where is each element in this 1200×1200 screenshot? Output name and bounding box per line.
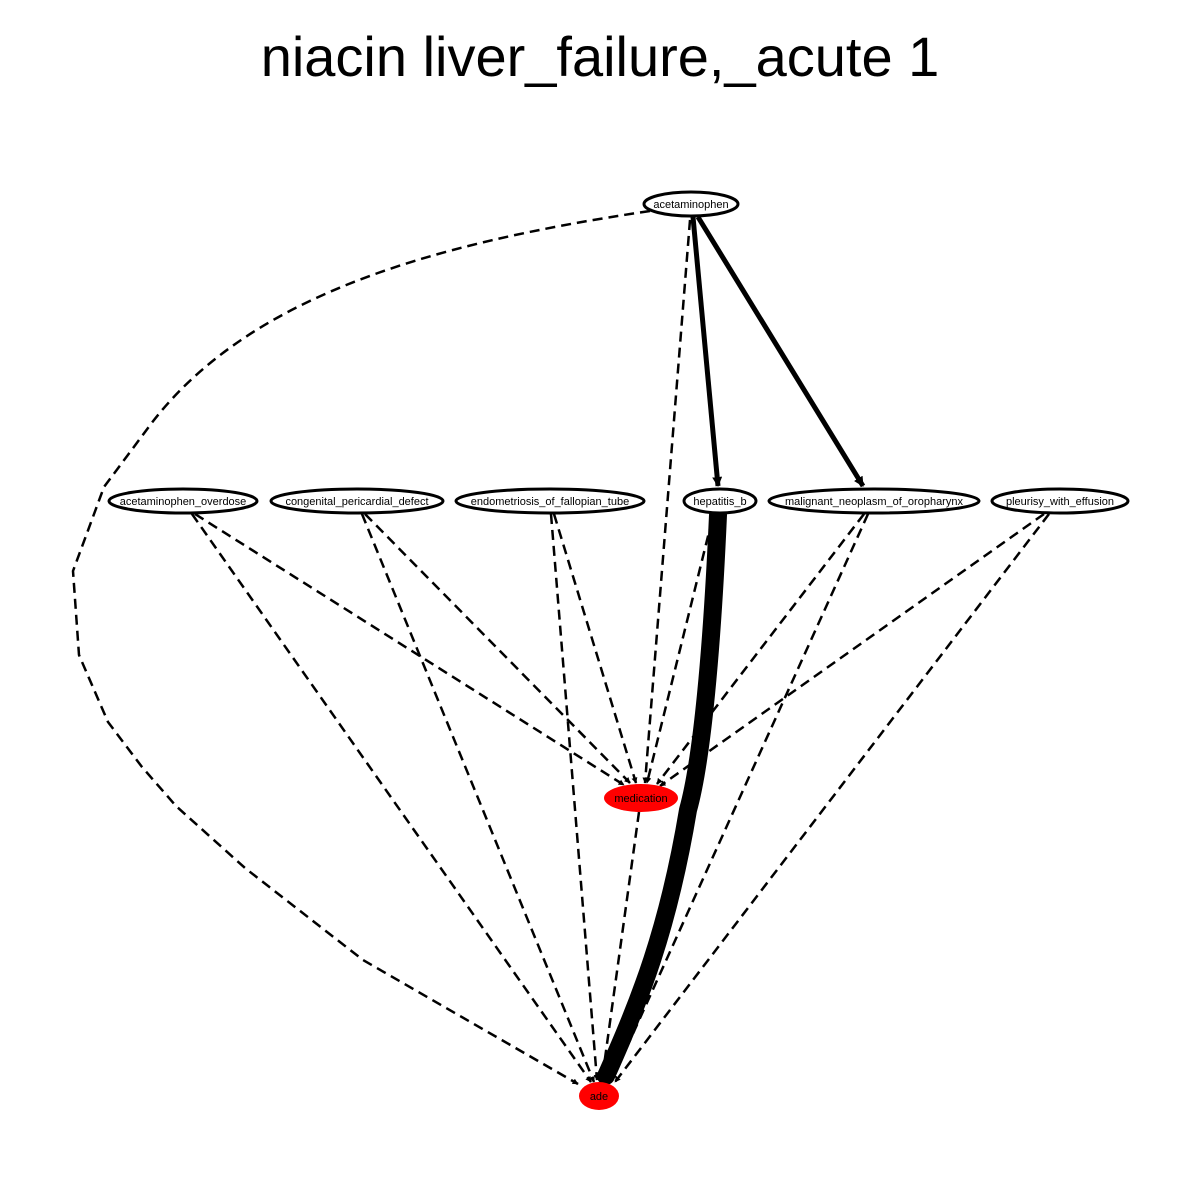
node-medication[interactable]: medication (604, 784, 678, 812)
edge-hepatitis_b-ade (597, 506, 727, 1085)
edge-acetaminophen-malignant (695, 215, 866, 488)
edges-layer (71, 209, 1050, 1086)
node-label: medication (614, 793, 667, 805)
node-endometriosis_of_fallopian_tube[interactable]: endometriosis_of_fallopian_tube (454, 487, 646, 515)
edge-hepatitis_b-medication (645, 519, 714, 784)
node-acetaminophen[interactable]: acetaminophen (642, 190, 740, 218)
edge-acetaminophen-hepatitis_b (690, 216, 723, 487)
edge-acetaminophen-ade (71, 209, 651, 1086)
edge-endometriosis-medication (552, 513, 638, 784)
node-acetaminophen_overdose[interactable]: acetaminophen_overdose (107, 487, 259, 515)
edge-overdose-medication (194, 512, 625, 787)
node-label: endometriosis_of_fallopian_tube (471, 496, 629, 508)
node-label: pleurisy_with_effusion (1006, 496, 1114, 508)
nodes-layer: acetaminophen acetaminophen_overdose con… (107, 190, 1130, 1110)
node-label: hepatitis_b (693, 496, 746, 508)
edge-overdose-ade (190, 513, 593, 1083)
edge-medication-ade (599, 811, 641, 1081)
node-label: malignant_neoplasm_of_oropharynx (785, 496, 963, 508)
edge-congenital-medication (364, 513, 631, 784)
node-label: acetaminophen (653, 199, 728, 211)
edge-pleurisy-ade (614, 513, 1050, 1083)
node-label: ade (590, 1091, 608, 1103)
edge-congenital-ade (360, 513, 596, 1083)
edge-malignant-medication (656, 513, 865, 785)
node-congenital_pericardial_defect[interactable]: congenital_pericardial_defect (269, 487, 445, 515)
node-malignant_neoplasm_of_oropharynx[interactable]: malignant_neoplasm_of_oropharynx (767, 487, 981, 515)
edge-endometriosis-ade (549, 513, 600, 1081)
edge-pleurisy-medication (659, 512, 1045, 788)
node-ade[interactable]: ade (579, 1082, 619, 1110)
edge-acetaminophen-medication (642, 219, 692, 784)
node-pleurisy_with_effusion[interactable]: pleurisy_with_effusion (990, 487, 1130, 515)
node-hepatitis_b[interactable]: hepatitis_b (682, 487, 758, 515)
node-label: acetaminophen_overdose (120, 496, 247, 508)
node-label: congenital_pericardial_defect (285, 496, 428, 508)
edge-malignant-ade (610, 513, 870, 1081)
graph-title: niacin liver_failure,_acute 1 (260, 25, 940, 88)
